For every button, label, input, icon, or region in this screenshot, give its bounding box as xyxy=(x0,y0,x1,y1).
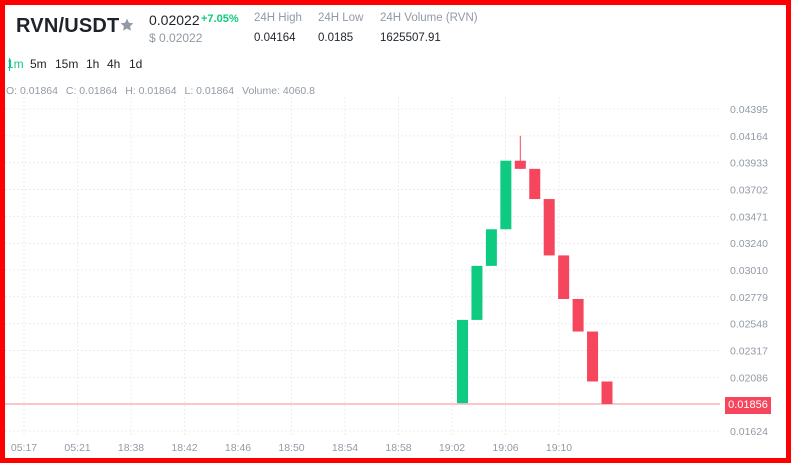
y-tick-label: 0.02779 xyxy=(730,292,768,304)
x-tick-label: 18:38 xyxy=(118,442,144,454)
tab-interval-1d[interactable]: 1d xyxy=(129,57,143,71)
last-price: 0.02022 xyxy=(149,12,200,28)
candles xyxy=(457,135,613,405)
stat-value: 0.04164 xyxy=(254,32,296,44)
ohlc-volume: Volume: 4060.8 xyxy=(242,85,316,97)
stat-label: 24H Volume (RVN) xyxy=(380,12,478,24)
candle-body xyxy=(543,199,555,256)
x-tick-label: 05:21 xyxy=(64,442,90,454)
price-change: +7.05% xyxy=(201,13,239,25)
tab-interval-1h[interactable]: 1h xyxy=(86,57,100,71)
pair-title[interactable]: RVN/USDT xyxy=(16,15,120,37)
candle-up xyxy=(500,160,512,230)
star-icon[interactable] xyxy=(119,17,135,33)
ticker-header: RVN/USDT 0.02022 +7.05% $ 0.02022 24H Hi… xyxy=(16,10,776,50)
stat-value: 1625507.91 xyxy=(380,32,441,44)
x-tick-label: 18:50 xyxy=(278,442,304,454)
candle-body xyxy=(500,160,512,230)
candlestick-chart[interactable]: 0.04395 0.04164 0.03933 0.03702 0.03471 0.032… xyxy=(5,5,786,458)
x-tick-label: 18:46 xyxy=(225,442,251,454)
candle-body xyxy=(529,168,541,200)
candle-down xyxy=(601,381,613,405)
y-tick-label: 0.04164 xyxy=(730,131,768,143)
candle-body xyxy=(558,255,570,299)
candle-down xyxy=(514,135,526,169)
stat-value: 0.0185 xyxy=(318,32,354,44)
stat-label: 24H High xyxy=(254,12,302,24)
x-tick-label: 18:58 xyxy=(385,442,411,454)
ohlc-open: O: 0.01864 xyxy=(6,85,58,97)
x-tick-label: 18:42 xyxy=(171,442,197,454)
y-tick-label: 0.03010 xyxy=(730,265,768,277)
stat-24h-volume: 24H Volume (RVN) 1625507.91 xyxy=(380,12,478,44)
candle-body xyxy=(514,160,526,169)
candle-down xyxy=(587,331,599,382)
usd-price: $ 0.02022 xyxy=(149,31,203,45)
x-tick-label: 19:06 xyxy=(492,442,518,454)
tab-interval-5m[interactable]: 5m xyxy=(30,57,47,71)
last-price-tag: 0.01856 xyxy=(725,397,771,414)
stat-24h-low: 24H Low 0.0185 xyxy=(318,12,363,44)
candle-down xyxy=(529,168,541,200)
x-tick-label: 05:17 xyxy=(11,442,37,454)
stat-24h-high: 24H High 0.04164 xyxy=(254,12,302,44)
y-tick-label: 0.02086 xyxy=(730,372,768,384)
candle-up xyxy=(457,319,468,404)
y-axis: 0.04395 0.04164 0.03933 0.03702 0.03471 0.032… xyxy=(730,104,768,438)
candle-up xyxy=(485,229,497,266)
ohlc-high: H: 0.01864 xyxy=(125,85,177,97)
x-tick-label: 19:10 xyxy=(546,442,572,454)
candle-body xyxy=(457,319,468,404)
candle-body xyxy=(601,381,613,405)
x-tick-label: 19:02 xyxy=(439,442,465,454)
y-tick-label: 0.03240 xyxy=(730,238,768,250)
ohlc-readout: O: 0.01864 C: 0.01864 H: 0.01864 L: 0.01… xyxy=(6,85,320,97)
x-axis: 05:17 05:21 18:38 18:42 18:46 18:50 18:54 18:58… xyxy=(11,442,572,454)
y-tick-label: 0.02548 xyxy=(730,319,768,331)
y-tick-label: 0.01624 xyxy=(730,426,768,438)
candle-body xyxy=(471,265,483,320)
y-tick-label: 0.03702 xyxy=(730,185,768,197)
candle-body xyxy=(572,298,584,332)
tab-interval-1m[interactable]: 1m xyxy=(7,57,24,71)
candle-body xyxy=(485,229,497,266)
ohlc-low: L: 0.01864 xyxy=(184,85,235,97)
y-tick-label: 0.04395 xyxy=(730,104,768,116)
candle-down xyxy=(543,199,555,256)
x-tick-label: 18:54 xyxy=(332,442,358,454)
tab-interval-15m[interactable]: 15m xyxy=(55,57,79,71)
candle-body xyxy=(587,331,599,382)
ohlc-close: C: 0.01864 xyxy=(65,85,118,97)
stat-label: 24H Low xyxy=(318,12,364,24)
y-tick-label: 0.03471 xyxy=(730,211,768,223)
tab-interval-4h[interactable]: 4h xyxy=(107,57,121,71)
chart-grid xyxy=(5,97,720,435)
y-tick-label: 0.03933 xyxy=(730,158,768,170)
candle-up xyxy=(471,265,483,320)
y-tick-label: 0.02317 xyxy=(730,345,768,357)
candle-down xyxy=(572,298,584,332)
candle-down xyxy=(558,255,570,299)
